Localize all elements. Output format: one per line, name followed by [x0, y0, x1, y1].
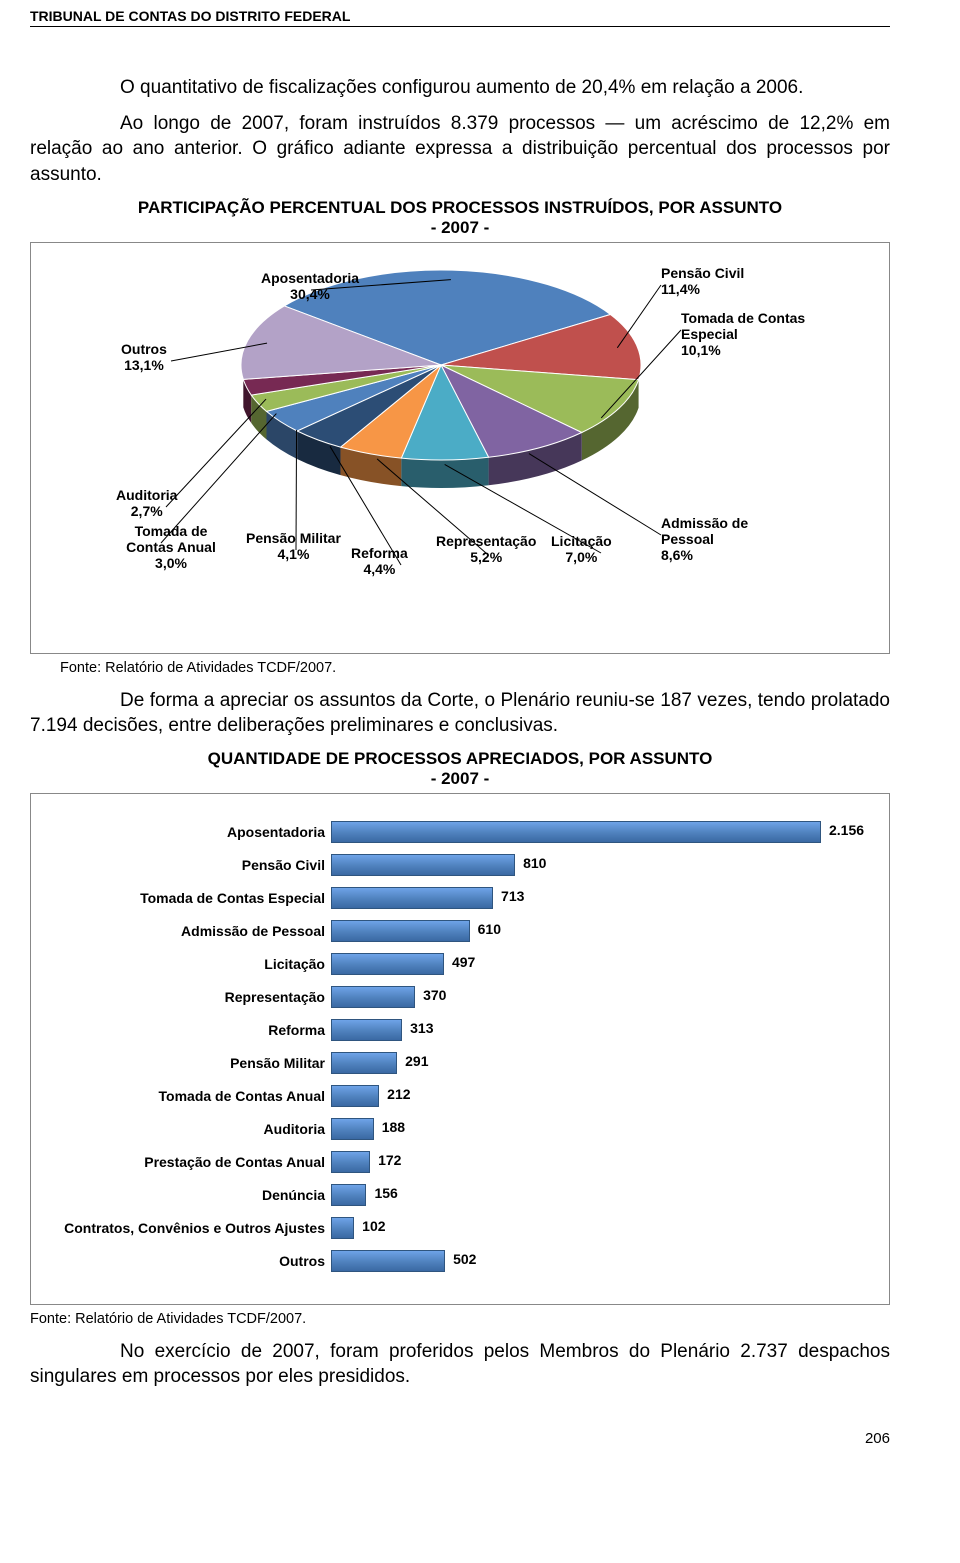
bar-value: 188 [382, 1119, 405, 1135]
bar-label: Tomada de Contas Especial [41, 890, 331, 906]
bar-track: 156 [331, 1184, 879, 1206]
bar-chart-title: QUANTIDADE DE PROCESSOS APRECIADOS, POR … [30, 749, 890, 789]
bar-row: Pensão Militar 291 [41, 1047, 879, 1080]
pie-slice-label: Pensão Civil11,4% [661, 265, 744, 297]
pie-slice-label: Reforma4,4% [351, 545, 408, 577]
bar-row: Contratos, Convênios e Outros Ajustes 102 [41, 1212, 879, 1245]
bar-value: 713 [501, 888, 524, 904]
bar-track: 497 [331, 953, 879, 975]
pie-title-sub: - 2007 - [431, 218, 490, 237]
bar-row: Reforma 313 [41, 1014, 879, 1047]
bar-chart-source: Fonte: Relatório de Atividades TCDF/2007… [30, 1311, 890, 1327]
bar-row: Denúncia 156 [41, 1179, 879, 1212]
bar-fill [331, 854, 515, 876]
document-header: TRIBUNAL DE CONTAS DO DISTRITO FEDERAL [30, 8, 890, 27]
bar-label: Aposentadoria [41, 824, 331, 840]
bar-fill [331, 1151, 370, 1173]
bar-chart-area: Aposentadoria 2.156 Pensão Civil 810 Tomada … [41, 806, 879, 1286]
pie-chart-title: PARTICIPAÇÃO PERCENTUAL DOS PROCESSOS IN… [30, 198, 890, 238]
pie-slice-label: Admissão de Pessoal8,6% [661, 515, 771, 563]
paragraph-1: O quantitativo de fiscalizações configur… [30, 75, 890, 101]
pie-chart-area: Aposentadoria30,4% Pensão Civil11,4% Tomad… [41, 255, 879, 635]
bar-track: 291 [331, 1052, 879, 1074]
bar-value: 313 [410, 1020, 433, 1036]
bar-label: Pensão Militar [41, 1055, 331, 1071]
bar-fill [331, 1085, 379, 1107]
bar-track: 172 [331, 1151, 879, 1173]
bar-label: Admissão de Pessoal [41, 923, 331, 939]
bar-label: Pensão Civil [41, 857, 331, 873]
bar-track: 370 [331, 986, 879, 1008]
bar-row: Tomada de Contas Anual 212 [41, 1080, 879, 1113]
bar-row: Representação 370 [41, 981, 879, 1014]
bar-value: 610 [478, 921, 501, 937]
bar-value: 497 [452, 954, 475, 970]
bar-track: 502 [331, 1250, 879, 1272]
bar-row: Licitação 497 [41, 948, 879, 981]
bar-track: 102 [331, 1217, 879, 1239]
bar-track: 2.156 [331, 821, 879, 843]
bar-row: Outros 502 [41, 1245, 879, 1278]
pie-chart-container: Aposentadoria30,4% Pensão Civil11,4% Tomad… [30, 242, 890, 654]
bar-row: Pensão Civil 810 [41, 849, 879, 882]
bar-track: 188 [331, 1118, 879, 1140]
bar-fill [331, 1019, 402, 1041]
bar-label: Denúncia [41, 1187, 331, 1203]
bar-fill [331, 1217, 354, 1239]
bar-fill [331, 1250, 445, 1272]
paragraph-2: Ao longo de 2007, foram instruídos 8.379… [30, 111, 890, 188]
bar-value: 502 [453, 1251, 476, 1267]
bar-label: Representação [41, 989, 331, 1005]
bar-label: Tomada de Contas Anual [41, 1088, 331, 1104]
bar-label: Licitação [41, 956, 331, 972]
bar-fill [331, 920, 470, 942]
bar-value: 156 [374, 1185, 397, 1201]
bar-track: 810 [331, 854, 879, 876]
bar-value: 172 [378, 1152, 401, 1168]
pie-slice-label: Representação5,2% [436, 533, 536, 565]
bar-fill [331, 1184, 366, 1206]
bar-fill [331, 953, 444, 975]
bar-fill [331, 1118, 374, 1140]
pie-slice-label: Pensão Militar4,1% [246, 530, 341, 562]
bar-value: 212 [387, 1086, 410, 1102]
bar-fill [331, 821, 821, 843]
page-number: 206 [30, 1430, 890, 1447]
bar-row: Tomada de Contas Especial 713 [41, 882, 879, 915]
pie-slice-label: Licitação7,0% [551, 533, 612, 565]
bar-chart-container: Aposentadoria 2.156 Pensão Civil 810 Tomada … [30, 793, 890, 1305]
pie-title-main: PARTICIPAÇÃO PERCENTUAL DOS PROCESSOS IN… [138, 198, 782, 217]
bar-title-sub: - 2007 - [431, 769, 490, 788]
bar-row: Aposentadoria 2.156 [41, 816, 879, 849]
bar-track: 713 [331, 887, 879, 909]
pie-slice-label: Auditoria2,7% [116, 487, 177, 519]
bar-label: Outros [41, 1253, 331, 1269]
bar-label: Reforma [41, 1022, 331, 1038]
bar-title-main: QUANTIDADE DE PROCESSOS APRECIADOS, POR … [208, 749, 713, 768]
pie-slice-label: Tomada de Contas Anual3,0% [111, 523, 231, 571]
bar-fill [331, 986, 415, 1008]
bar-track: 610 [331, 920, 879, 942]
bar-value: 810 [523, 855, 546, 871]
bar-fill [331, 1052, 397, 1074]
bar-track: 313 [331, 1019, 879, 1041]
bar-value: 370 [423, 987, 446, 1003]
bar-row: Auditoria 188 [41, 1113, 879, 1146]
bar-value: 102 [362, 1218, 385, 1234]
pie-slice-label: Tomada de Contas Especial10,1% [681, 310, 831, 358]
bar-label: Prestação de Contas Anual [41, 1154, 331, 1170]
pie-slice-label: Outros13,1% [121, 341, 167, 373]
bar-label: Auditoria [41, 1121, 331, 1137]
bar-value: 2.156 [829, 822, 864, 838]
bar-label: Contratos, Convênios e Outros Ajustes [41, 1220, 331, 1236]
paragraph-3: De forma a apreciar os assuntos da Corte… [30, 688, 890, 739]
pie-slice-label: Aposentadoria30,4% [261, 270, 359, 302]
pie-chart-source: Fonte: Relatório de Atividades TCDF/2007… [60, 660, 890, 676]
bar-row: Prestação de Contas Anual 172 [41, 1146, 879, 1179]
bar-row: Admissão de Pessoal 610 [41, 915, 879, 948]
paragraph-4: No exercício de 2007, foram proferidos p… [30, 1339, 890, 1390]
bar-fill [331, 887, 493, 909]
bar-value: 291 [405, 1053, 428, 1069]
bar-track: 212 [331, 1085, 879, 1107]
